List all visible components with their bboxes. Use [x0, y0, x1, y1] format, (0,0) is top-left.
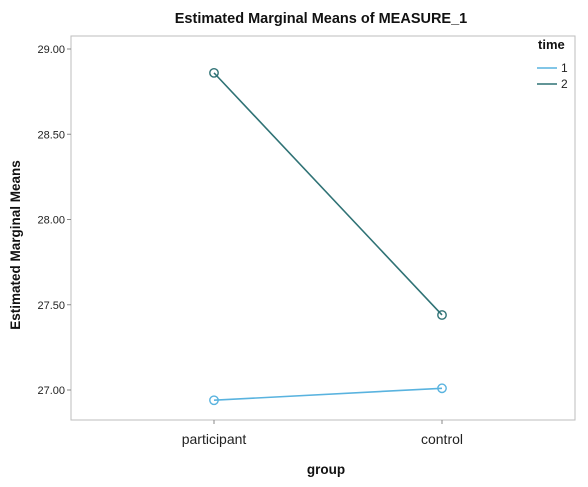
x-axis-title: group: [307, 462, 345, 477]
x-tick-label: participant: [182, 431, 247, 447]
y-axis-ticks: 27.00 27.50 28.00 28.50 29.00: [37, 44, 71, 397]
legend-label-2: 2: [561, 77, 568, 91]
y-tick-label: 28.50: [37, 129, 65, 141]
series-layer: [209, 67, 447, 406]
legend: time 1 2: [537, 37, 568, 91]
legend-title: time: [538, 37, 565, 52]
x-axis-labels: participant control: [182, 420, 463, 447]
y-tick-label: 27.00: [37, 385, 65, 397]
series-line-1: [213, 387, 443, 402]
series-line-2: [213, 72, 443, 316]
data-point-series-2: [209, 67, 219, 78]
data-point-series-1: [437, 383, 447, 394]
legend-label-1: 1: [561, 61, 568, 75]
y-tick-label: 29.00: [37, 44, 65, 56]
y-axis-title: Estimated Marginal Means: [8, 160, 23, 330]
data-point-series-1: [209, 395, 219, 406]
x-tick-label: control: [421, 431, 463, 447]
chart-title: Estimated Marginal Means of MEASURE_1: [175, 11, 468, 27]
data-point-series-2: [437, 310, 447, 320]
plot-area-frame: [70, 35, 576, 421]
y-tick-label: 28.00: [37, 215, 65, 227]
y-tick-label: 27.50: [37, 300, 65, 312]
